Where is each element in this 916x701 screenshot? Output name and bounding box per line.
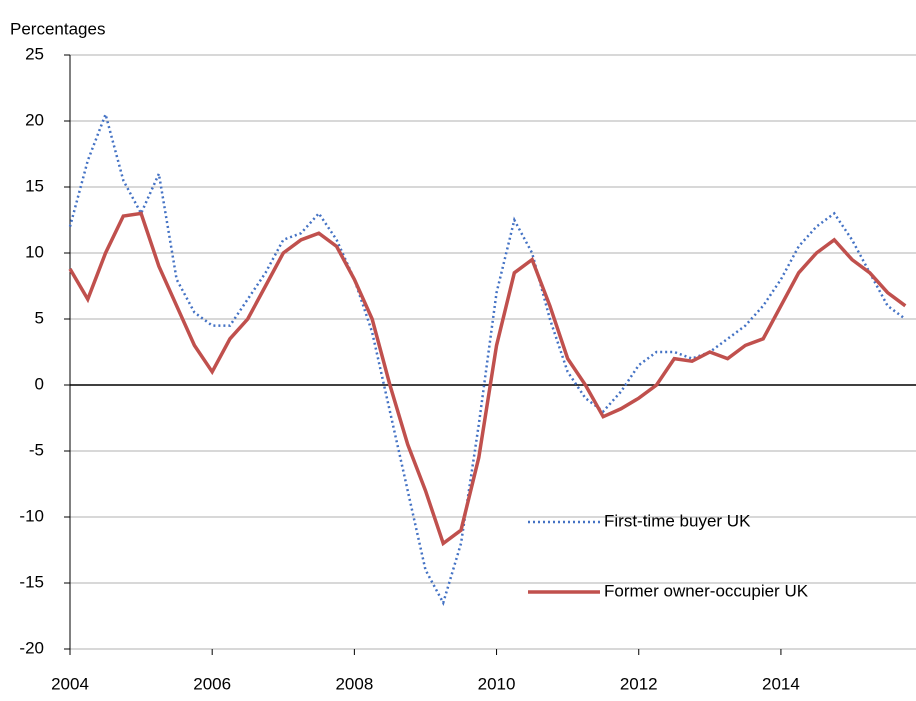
- data-line: [68, 110, 907, 607]
- y-tick-label: 25: [25, 44, 44, 63]
- x-tick-label: 2006: [193, 674, 231, 693]
- y-tick-label: -15: [19, 572, 44, 591]
- y-tick-label: -10: [19, 506, 44, 525]
- y-tick-label: 5: [35, 308, 44, 327]
- data-line: [68, 211, 907, 547]
- y-tick-label: 10: [25, 242, 44, 261]
- y-tick-label: 0: [35, 374, 44, 393]
- legend-label: First-time buyer UK: [604, 511, 751, 530]
- x-tick-label: 2014: [762, 674, 800, 693]
- y-tick-label: -20: [19, 638, 44, 657]
- x-tick-label: 2008: [335, 674, 373, 693]
- legend-label: Former owner-occupier UK: [604, 581, 809, 600]
- y-axis-label: Percentages: [10, 19, 105, 38]
- y-tick-label: -5: [29, 440, 44, 459]
- y-tick-label: 20: [25, 110, 44, 129]
- x-tick-label: 2010: [478, 674, 516, 693]
- y-tick-label: 15: [25, 176, 44, 195]
- x-tick-label: 2012: [620, 674, 658, 693]
- x-tick-label: 2004: [51, 674, 89, 693]
